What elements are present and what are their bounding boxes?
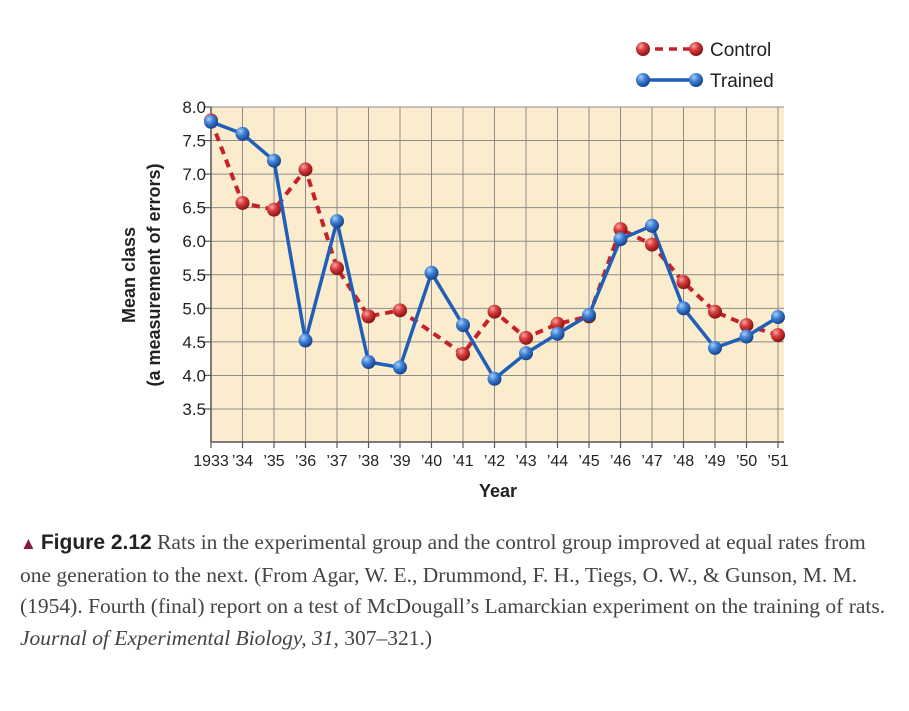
caption-journal: Journal of Experimental Biology, 31, [20, 625, 339, 650]
trained-data-point [393, 360, 407, 375]
y-tick-label: 5.5 [182, 266, 206, 285]
figure-label: Figure 2.12 [40, 531, 152, 554]
legend: Control Trained [636, 40, 774, 92]
control-series-line [209, 119, 779, 356]
control-data-point [613, 222, 628, 237]
x-tick-label: ’47 [641, 453, 662, 470]
y-tick-label: 7.0 [182, 165, 206, 184]
x-tick-label: ’50 [736, 453, 757, 470]
x-tick-label: ’39 [389, 453, 410, 470]
x-tick-label: ’42 [484, 453, 505, 470]
legend-trained-marker-right [689, 73, 703, 87]
legend-trained-label: Trained [710, 71, 774, 92]
x-tick-label: ’44 [547, 453, 568, 470]
x-tick-label: ’37 [326, 453, 347, 470]
y-axis-label-line1: Mean class [119, 227, 139, 323]
y-tick-label: 3.5 [182, 400, 206, 419]
x-tick-labels: 1933’34 ’35 ’36 ’37 ’38 ’39 ’40 ’41 ’42 ’43 ’44 ’45… [193, 442, 789, 470]
line-chart: 3.5 4.0 4.5 5.0 5.5 6.0 6.5 7.0 7.5 8.0 1933’34 ’3… [119, 40, 789, 501]
y-tick-labels: 3.5 4.0 4.5 5.0 5.5 6.0 6.5 7.0 7.5 8.0 [182, 98, 211, 419]
trained-data-point [361, 355, 376, 370]
caption-text: Rats in the experimental group and the c… [20, 530, 886, 618]
x-tick-label: ’49 [704, 453, 725, 470]
control-data-point [330, 261, 344, 276]
trained-data-point [424, 265, 439, 280]
x-tick-label: ’45 [578, 453, 599, 470]
y-axis-label-line2: (a measurement of errors) [144, 163, 164, 386]
trained-data-point [676, 301, 691, 316]
x-tick-label: ’43 [515, 453, 536, 470]
y-tick-label: 5.0 [182, 299, 206, 318]
trained-data-point [739, 329, 754, 344]
control-data-point [361, 309, 376, 324]
y-tick-label: 4.5 [182, 333, 206, 352]
legend-control-marker-left [636, 42, 650, 56]
figure-caption: ▲ Figure 2.12 Rats in the experimental gr… [20, 527, 890, 654]
legend-control-marker-right [689, 42, 703, 56]
trained-data-point [204, 114, 218, 129]
control-data-point [298, 162, 313, 177]
x-tick-label: ’48 [673, 453, 694, 470]
trained-data-point [519, 346, 533, 361]
control-data-point [267, 202, 281, 217]
trained-data-point [582, 308, 596, 323]
x-tick-label: ’46 [610, 453, 631, 470]
control-data-point [487, 304, 502, 319]
caption-triangle-icon: ▲ [20, 534, 37, 553]
trained-data-point [267, 153, 281, 168]
y-tick-label: 6.5 [182, 199, 206, 218]
trained-data-point [613, 232, 628, 247]
control-data-point [676, 275, 691, 290]
y-tick-label: 6.0 [182, 232, 206, 251]
trained-data-point [330, 214, 344, 229]
control-data-point [235, 195, 250, 210]
series-layer [204, 113, 785, 386]
legend-trained-marker-left [636, 73, 650, 87]
x-axis-label: Year [479, 481, 517, 501]
x-tick-label: ’38 [358, 453, 379, 470]
trained-data-point [771, 310, 785, 325]
x-tick-label: ’34 [232, 453, 253, 470]
x-tick-label: ’40 [421, 453, 442, 470]
trained-data-point [645, 218, 659, 233]
control-data-point [456, 346, 470, 361]
y-tick-label: 7.5 [182, 132, 206, 151]
trained-data-point [550, 326, 565, 341]
caption-pages: 307–321.) [338, 625, 433, 650]
trained-data-point [487, 371, 502, 386]
x-tick-label: ’51 [767, 453, 788, 470]
control-data-point [393, 303, 407, 318]
y-tick-label: 8.0 [182, 98, 206, 117]
x-tick-label: ’35 [263, 453, 284, 470]
control-data-point [739, 318, 754, 333]
y-tick-label: 4.0 [182, 366, 206, 385]
trained-data-point [235, 126, 250, 141]
legend-control-label: Control [710, 40, 771, 61]
trained-data-point [298, 333, 313, 348]
control-data-point [771, 328, 785, 343]
control-data-point [550, 316, 565, 331]
x-tick-label: ’41 [452, 453, 473, 470]
control-data-point [645, 237, 659, 252]
x-tick-label: 1933 [193, 453, 229, 470]
trained-data-point [456, 318, 470, 333]
trained-data-point [708, 340, 722, 355]
x-tick-label: ’36 [295, 453, 316, 470]
control-data-point [519, 330, 533, 345]
control-data-point [708, 304, 722, 319]
